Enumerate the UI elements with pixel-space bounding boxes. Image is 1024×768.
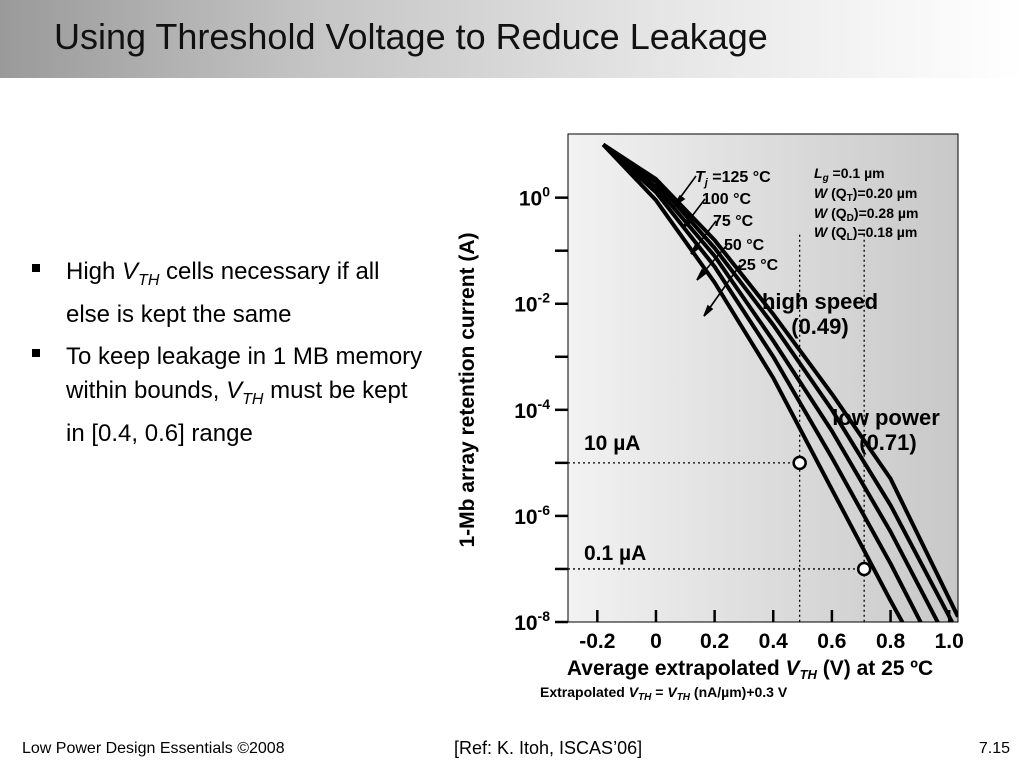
param-w-qt: W (QT)=0.20 µm — [814, 185, 917, 204]
series-line-125C — [602, 142, 958, 618]
slide-title: Using Threshold Voltage to Reduce Leakag… — [54, 16, 768, 57]
temp-label-100: 100 °C — [702, 191, 752, 208]
series-line-25C — [601, 143, 905, 622]
footer-reference: [Ref: K. Itoh, ISCAS’06] — [454, 738, 643, 758]
marked-point — [856, 561, 872, 577]
x-tick-label: 0 — [650, 630, 662, 653]
bullet-list: High VTH cells necessary if all else is … — [30, 255, 430, 459]
bullet-item: High VTH cells necessary if all else is … — [30, 255, 430, 332]
bullet-var: V — [122, 258, 139, 285]
title-band — [0, 0, 1024, 78]
low-power-value: (0.71) — [859, 430, 916, 455]
ref-label-10ua: 10 µA — [584, 432, 640, 455]
bullet-text: High — [66, 258, 123, 285]
temp-label-25: 25 °C — [738, 257, 779, 274]
x-tick-label: 0.6 — [817, 630, 846, 653]
temp-label-125: Tj =125 °C — [695, 169, 771, 189]
x-tick-label: 0.2 — [700, 630, 729, 653]
series-line-75C — [601, 143, 940, 622]
ref-label-01ua: 0.1 µA — [584, 542, 646, 565]
x-tick-label: 0.4 — [759, 630, 789, 653]
y-tick-label: 10-6 — [514, 502, 550, 529]
temperature-arrows — [673, 175, 741, 317]
marked-point — [792, 455, 807, 471]
y-tick-label: 10-8 — [514, 608, 550, 635]
bullet-sub: TH — [138, 271, 160, 289]
bullet-marker — [32, 348, 40, 357]
bullet-text: must be kept in [0.4, 0.6] range — [66, 376, 408, 447]
footer-copyright: Low Power Design Essentials ©2008 — [22, 740, 285, 757]
y-tick-label: 10-2 — [514, 290, 550, 317]
y-tick-label: 10-4 — [514, 396, 550, 423]
x-axis-subnote: Extrapolated VTH = VTH (nA/µm)+0.3 V — [540, 684, 788, 703]
x-tick-label: 0.8 — [876, 630, 906, 653]
device-params: Lg =0.1 µm W (QT)=0.20 µm W (QD)=0.28 µm… — [814, 165, 918, 243]
y-axis-label: 1-Mb array retention current (A) — [456, 232, 479, 547]
x-axis-label: Average extrapolated VTH (V) at 25 ºC — [567, 657, 933, 682]
slide-number: 7.15 — [978, 740, 1010, 757]
x-tick-label: -0.2 — [579, 630, 615, 653]
param-w-qd: W (QD)=0.28 µm — [814, 205, 918, 224]
y-tick-label: 100 — [519, 184, 550, 211]
series-line-50C — [601, 143, 923, 622]
temp-label-50: 50 °C — [724, 237, 765, 254]
bullet-sub: TH — [242, 390, 264, 408]
high-speed-value: (0.49) — [791, 314, 848, 339]
temperature-labels: Tj =125 °C 100 °C 75 °C 50 °C 25 °C — [695, 169, 779, 274]
param-w-ql: W (QL)=0.18 µm — [814, 224, 917, 243]
leakage-chart: 100 10-2 10-4 10-6 10-8 -0.2 0 0.2 0.4 0.6 0.8 1.0… — [456, 133, 964, 703]
bullet-text: cells necessary if all else is kept the … — [66, 258, 380, 328]
bullet-var: V — [226, 376, 243, 404]
low-power-label: low power — [832, 405, 940, 430]
high-speed-label: high speed — [762, 289, 878, 314]
bullet-text: To keep leakage in 1 MB memory within bo… — [66, 342, 423, 404]
x-tick-label: 1.0 — [935, 630, 964, 653]
param-lg: Lg =0.1 µm — [814, 165, 885, 184]
bullet-item: To keep leakage in 1 MB memory within bo… — [30, 340, 430, 451]
temp-label-75: 75 °C — [713, 213, 754, 230]
bullet-marker — [32, 264, 40, 272]
